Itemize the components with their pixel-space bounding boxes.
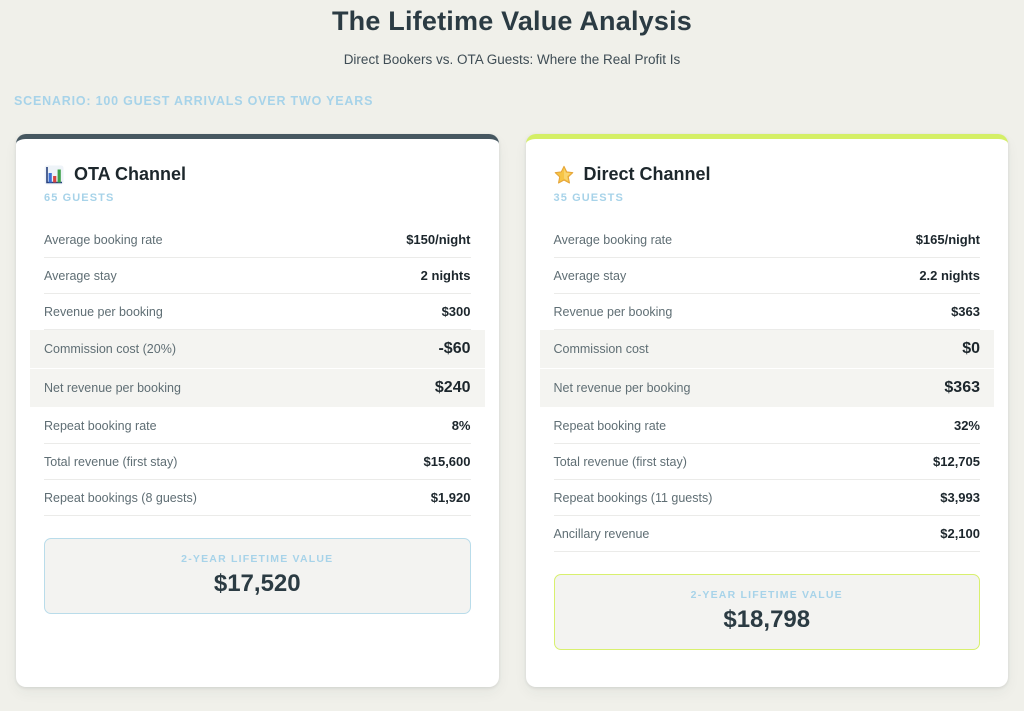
row-label: Repeat booking rate — [44, 418, 157, 433]
lifetime-value-label: 2-YEAR LIFETIME VALUE — [181, 553, 334, 565]
row-label: Repeat bookings (8 guests) — [44, 490, 197, 505]
table-row-highlighted: Commission cost (20%) -$60 — [30, 330, 485, 369]
table-row: Revenue per booking $300 — [44, 294, 471, 330]
table-row: Average booking rate $165/night — [553, 222, 980, 258]
row-value: $363 — [951, 304, 980, 319]
bar-chart-icon — [44, 165, 64, 184]
row-label: Average booking rate — [553, 232, 673, 247]
row-value: 32% — [953, 418, 980, 433]
direct-guest-count: 35 GUESTS — [553, 192, 624, 204]
row-value: $3,993 — [940, 490, 980, 505]
table-row-highlighted: Net revenue per booking $363 — [539, 369, 994, 408]
lifetime-value-amount: $17,520 — [213, 570, 301, 597]
ota-lifetime-value-box: 2-YEAR LIFETIME VALUE $17,520 — [44, 538, 471, 614]
row-label: Average stay — [553, 268, 627, 283]
ota-guest-count: 65 GUESTS — [44, 192, 115, 204]
row-value: 2.2 nights — [919, 268, 980, 283]
row-value: $240 — [434, 379, 471, 396]
ota-card-title: OTA Channel — [74, 164, 186, 184]
row-value: 8% — [451, 418, 471, 433]
row-value: $363 — [944, 379, 980, 396]
row-value: $300 — [441, 304, 471, 319]
table-row: Ancillary revenue $2,100 — [553, 516, 980, 552]
page-title: The Lifetime Value Analysis — [331, 6, 693, 36]
row-label: Commission cost (20%) — [44, 342, 176, 356]
row-value: 2 nights — [420, 268, 471, 283]
lifetime-value-label: 2-YEAR LIFETIME VALUE — [690, 589, 843, 601]
row-label: Average stay — [44, 268, 117, 283]
lifetime-value-amount: $18,798 — [723, 606, 811, 633]
direct-lifetime-value-box: 2-YEAR LIFETIME VALUE $18,798 — [553, 574, 980, 650]
row-value: $0 — [962, 340, 980, 357]
table-row: Repeat bookings (8 guests) $1,920 — [44, 480, 471, 516]
channel-cards-container: OTA Channel 65 GUESTS Average booking ra… — [0, 134, 1024, 687]
row-label: Total revenue (first stay) — [44, 454, 178, 469]
page-header: The Lifetime Value Analysis Direct Booke… — [0, 0, 1024, 67]
ota-card-header: OTA Channel — [44, 164, 471, 185]
star-icon — [554, 165, 573, 183]
ota-channel-card: OTA Channel 65 GUESTS Average booking ra… — [16, 134, 499, 687]
table-row: Total revenue (first stay) $12,705 — [553, 444, 980, 480]
page-subtitle: Direct Bookers vs. OTA Guests: Where the… — [343, 52, 681, 67]
row-value: $1,920 — [430, 490, 471, 505]
direct-card-header: Direct Channel — [554, 164, 981, 185]
direct-channel-card: Direct Channel 35 GUESTS Average booking… — [525, 134, 1008, 687]
row-label: Revenue per booking — [553, 304, 673, 319]
table-row: Average stay 2.2 nights — [553, 258, 980, 294]
ota-metrics-table: Average booking rate $150/night Average … — [30, 222, 485, 516]
table-row: Average booking rate $150/night — [44, 222, 471, 258]
row-value: $15,600 — [423, 454, 471, 469]
row-label: Commission cost — [553, 342, 649, 356]
row-label: Repeat booking rate — [553, 418, 667, 433]
direct-metrics-table: Average booking rate $165/night Average … — [539, 222, 994, 552]
table-row: Repeat booking rate 8% — [44, 408, 471, 444]
table-row: Repeat bookings (11 guests) $3,993 — [553, 480, 980, 516]
table-row: Average stay 2 nights — [44, 258, 471, 294]
row-label: Ancillary revenue — [553, 526, 650, 541]
row-value: $12,705 — [933, 454, 980, 469]
row-value: -$60 — [438, 340, 471, 357]
table-row-highlighted: Commission cost $0 — [539, 330, 994, 369]
row-value: $2,100 — [940, 526, 980, 541]
row-label: Net revenue per booking — [44, 381, 181, 395]
row-label: Net revenue per booking — [553, 381, 691, 395]
row-label: Average booking rate — [44, 232, 163, 247]
row-label: Repeat bookings (11 guests) — [553, 490, 713, 505]
table-row: Revenue per booking $363 — [553, 294, 980, 330]
row-label: Total revenue (first stay) — [553, 454, 687, 469]
row-value: $165/night — [915, 232, 980, 247]
table-row-highlighted: Net revenue per booking $240 — [30, 369, 485, 408]
row-value: $150/night — [406, 232, 471, 247]
row-label: Revenue per booking — [44, 304, 163, 319]
scenario-label: SCENARIO: 100 GUEST ARRIVALS OVER TWO YE… — [14, 94, 374, 108]
direct-card-title: Direct Channel — [583, 164, 711, 184]
table-row: Repeat booking rate 32% — [553, 408, 980, 444]
table-row: Total revenue (first stay) $15,600 — [44, 444, 471, 480]
